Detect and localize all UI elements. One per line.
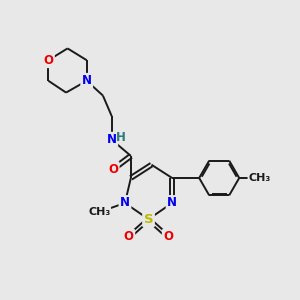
Text: O: O (108, 163, 118, 176)
Text: N: N (167, 196, 177, 209)
Text: N: N (120, 196, 130, 209)
Text: CH₃: CH₃ (88, 207, 110, 217)
Text: O: O (124, 230, 134, 243)
Text: H: H (116, 131, 126, 144)
Text: O: O (163, 230, 173, 243)
Text: O: O (44, 54, 53, 67)
Text: N: N (82, 74, 92, 87)
Text: CH₃: CH₃ (248, 173, 270, 183)
Text: N: N (107, 133, 117, 146)
Text: S: S (144, 213, 153, 226)
